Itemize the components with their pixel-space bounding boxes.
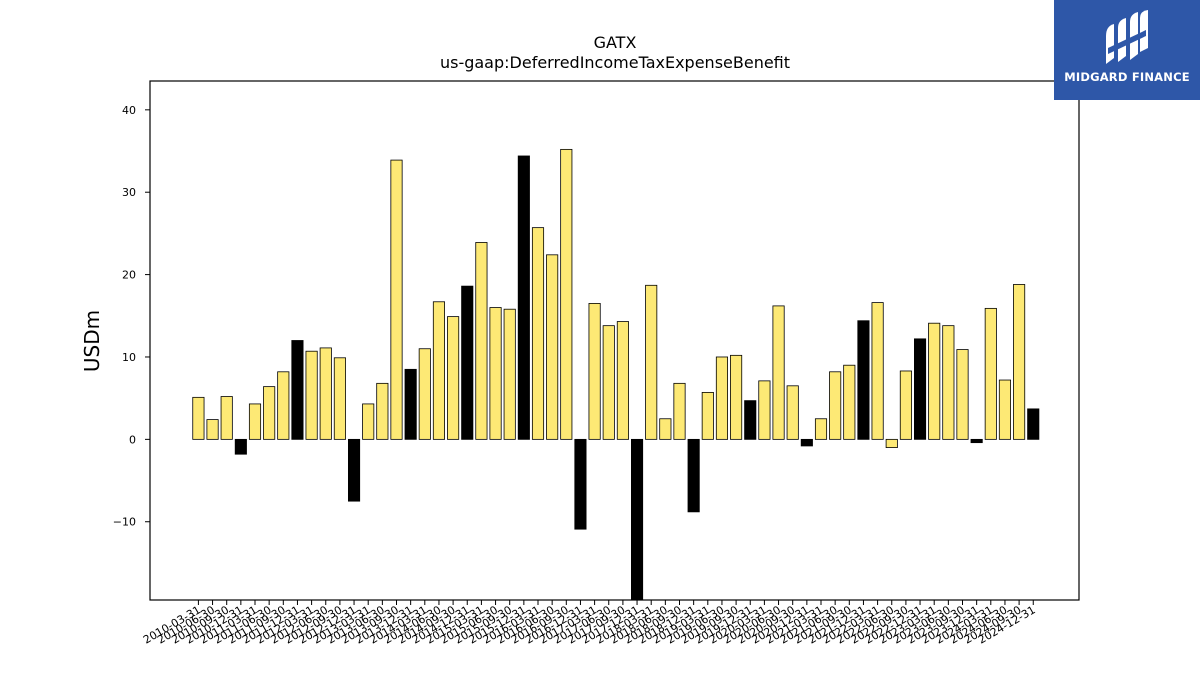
bar-2021-09-30 [843, 364, 856, 440]
chart-subtitle: us-gaap:DeferredIncomeTaxExpenseBenefit [440, 53, 790, 72]
bar-2012-09-30 [333, 357, 346, 440]
bar-2018-06-30 [659, 418, 672, 440]
bar-2022-09-30 [899, 370, 912, 440]
bar-2014-03-31 [418, 348, 431, 440]
bar-2010-03-31 [192, 396, 205, 440]
bar-2022-12-31 [914, 338, 927, 440]
y-tick-label: 0 [129, 433, 136, 446]
y-axis-label: USDm [80, 310, 104, 372]
bar-2016-06-30 [546, 254, 559, 440]
bar-2016-12-31 [574, 438, 587, 530]
bar-2020-06-30 [772, 305, 785, 440]
bar-2018-03-31 [645, 284, 658, 440]
bar-2019-06-30 [715, 356, 728, 440]
chart-title: GATX [594, 33, 637, 52]
bar-2012-12-31 [347, 438, 361, 502]
bar-2011-12-31 [291, 340, 304, 440]
bar-2017-12-31 [631, 438, 644, 601]
bar-2023-06-30 [942, 325, 955, 440]
x-axis: 2010-03-312010-06-302010-09-302010-12-31… [141, 600, 1038, 647]
bar-2015-06-30 [489, 307, 502, 440]
bar-2017-03-31 [588, 303, 601, 440]
bar-2015-12-31 [517, 155, 530, 440]
bar-2012-06-30 [319, 347, 332, 440]
bar-2021-12-31 [857, 320, 870, 440]
bar-2019-09-30 [730, 354, 743, 440]
bar-2010-06-30 [206, 419, 219, 440]
y-tick-label: 30 [122, 186, 136, 199]
bar-2016-03-31 [531, 227, 545, 440]
bar-2019-12-31 [744, 400, 757, 440]
y-tick-label: 40 [122, 104, 136, 117]
y-tick-label: 10 [122, 351, 136, 364]
bar-2024-09-30 [1013, 284, 1026, 440]
midgard-logo-icon [1106, 10, 1148, 64]
brand-name: MIDGARD FINANCE [1064, 70, 1190, 84]
bar-2023-12-31 [970, 438, 983, 444]
bar-2018-12-31 [687, 438, 700, 513]
bar-2011-06-30 [263, 386, 276, 440]
bar-2015-09-30 [503, 308, 516, 440]
bar-2024-03-31 [984, 307, 997, 440]
bar-2023-09-30 [956, 349, 969, 440]
bar-2011-03-31 [248, 403, 262, 440]
y-axis: −10 0 10 20 30 40 [113, 104, 150, 529]
bar-2018-09-30 [673, 382, 686, 440]
bar-2017-09-30 [616, 321, 629, 440]
bar-2010-09-30 [220, 396, 233, 440]
bar-2015-03-31 [475, 242, 488, 440]
brand-logo: MIDGARD FINANCE [1054, 0, 1200, 100]
bar-2022-06-30 [885, 438, 898, 448]
bar-2014-12-31 [461, 285, 474, 440]
bar-2013-12-31 [404, 368, 417, 440]
bar-2020-09-30 [786, 385, 799, 440]
bar-2021-03-31 [814, 418, 828, 440]
bar-2013-03-31 [362, 403, 375, 440]
bar-2014-09-30 [447, 316, 460, 440]
bar-2013-09-30 [390, 159, 403, 440]
bar-2020-03-31 [758, 380, 771, 440]
bar-2011-09-30 [277, 371, 290, 440]
bar-2024-12-31 [1027, 408, 1040, 440]
plot-frame [149, 80, 1080, 601]
bar-2020-12-31 [800, 438, 813, 447]
bar-2016-09-30 [560, 148, 573, 440]
bar-2017-06-30 [602, 325, 615, 440]
y-tick-label: 20 [122, 269, 136, 282]
y-tick-label: −10 [113, 516, 136, 529]
bar-2019-03-31 [701, 391, 714, 440]
bar-2021-06-30 [829, 371, 842, 440]
bar-2014-06-30 [432, 301, 445, 440]
bar-2010-12-31 [234, 438, 247, 455]
bar-2023-03-31 [928, 322, 941, 440]
bar-2022-03-31 [871, 302, 884, 440]
bars-group [192, 148, 1040, 601]
bar-2012-03-31 [305, 350, 318, 440]
bar-2024-06-30 [998, 379, 1011, 440]
bar-2013-06-30 [376, 382, 389, 440]
